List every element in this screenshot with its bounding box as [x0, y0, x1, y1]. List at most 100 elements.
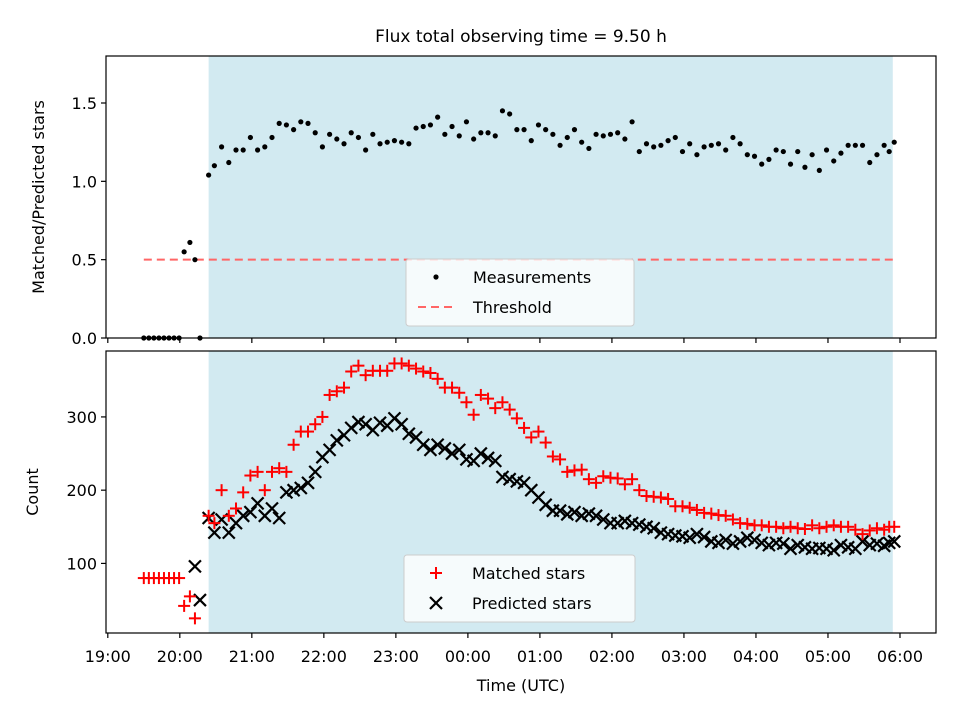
measurement-point: [823, 147, 830, 153]
measurement-point: [471, 136, 477, 142]
predicted-star-point: [308, 465, 322, 479]
x-tick-label: 20:00: [157, 647, 203, 666]
measurement-point: [334, 136, 340, 142]
matched-star-point: [784, 520, 797, 533]
measurement-point: [867, 159, 873, 166]
predicted-star-point: [646, 521, 661, 536]
measurement-point: [607, 131, 614, 137]
predicted-star-point: [596, 512, 611, 527]
matched-star-point: [402, 359, 415, 372]
measurement-points: [141, 108, 897, 341]
matched-star-point: [888, 520, 901, 533]
matched-star-point: [273, 462, 286, 475]
matched-star-point: [467, 408, 480, 421]
predicted-star-point: [474, 446, 488, 461]
matched-star-point: [719, 509, 732, 522]
measurement-point: [615, 130, 621, 136]
measurement-point: [845, 142, 851, 148]
predicted-star-point: [193, 593, 207, 607]
matched-star-point: [690, 503, 703, 516]
matched-star-point: [539, 436, 552, 449]
predicted-star-point: [188, 559, 202, 574]
predicted-star-point: [690, 527, 704, 541]
measurement-point: [708, 142, 714, 148]
matched-star-point: [183, 590, 196, 603]
legend-matched-label: Matched stars: [472, 564, 585, 583]
measurement-point: [751, 153, 758, 159]
matched-star-point: [215, 484, 228, 497]
matched-star-point: [410, 362, 423, 375]
measurement-point: [514, 127, 520, 133]
measurement-point: [622, 136, 628, 142]
measurement-point: [283, 122, 290, 128]
predicted-star-point: [236, 509, 250, 523]
matched-star-point: [726, 513, 739, 526]
measurement-point: [276, 120, 282, 126]
measurement-point: [874, 152, 880, 158]
matched-star-point: [705, 507, 718, 520]
measurement-point: [507, 111, 513, 117]
matched-star-point: [338, 381, 351, 394]
matched-star-point: [849, 523, 862, 536]
predicted-star-point: [294, 481, 308, 495]
x-tick-label: 01:00: [517, 647, 563, 666]
measurement-point: [600, 133, 606, 139]
matched-star-point: [244, 469, 257, 482]
measurement-point: [427, 122, 434, 128]
measurement-point: [456, 133, 462, 139]
measurement-point: [391, 138, 398, 144]
matched-star-point: [258, 484, 271, 497]
matched-star-point: [813, 522, 826, 535]
measurement-point: [305, 120, 311, 126]
x-tick-label: 19:00: [85, 647, 131, 666]
x-axis-label: Time (UTC): [476, 676, 565, 695]
x-tick-label: 21:00: [229, 647, 275, 666]
measurement-point: [658, 142, 664, 148]
measurement-point: [636, 148, 642, 155]
matched-star-point: [345, 365, 358, 378]
matched-star-point: [446, 381, 459, 394]
measurement-point: [247, 134, 253, 141]
count-axes-frame: [105, 350, 937, 634]
matched-star-point: [870, 522, 883, 535]
count-legend-box: [403, 554, 636, 623]
matched-star-point: [188, 612, 201, 625]
matched-star-point: [546, 450, 559, 463]
measurement-point: [399, 139, 405, 145]
predicted-star-point: [697, 530, 711, 544]
predicted-star-point: [481, 451, 495, 465]
matched-star-point: [518, 421, 531, 434]
matched-star-point: [532, 425, 545, 438]
measurement-point: [831, 158, 837, 164]
matched-star-point: [676, 500, 689, 513]
matched-star-point: [474, 388, 487, 401]
predicted-star-point: [430, 437, 445, 452]
measurement-point: [463, 119, 470, 125]
predicted-star-point: [887, 534, 902, 549]
matched-star-point: [417, 365, 430, 378]
measurement-point: [881, 142, 887, 148]
measurement-point: [327, 131, 333, 137]
predicted-star-point: [373, 416, 387, 430]
ratio-panel: 0.0 0.5 1.0 1.5 Matched/Predicted stars Mea…: [29, 55, 937, 348]
measurement-point: [679, 148, 686, 155]
matched-star-point: [229, 502, 242, 515]
measurement-point: [420, 123, 426, 130]
legend-threshold-label: Threshold: [472, 298, 552, 317]
measurement-point: [291, 127, 297, 133]
x-tick-label: 02:00: [589, 647, 635, 666]
measurement-point: [773, 147, 779, 153]
measurement-point: [838, 150, 844, 156]
measurement-point: [535, 122, 542, 128]
predicted-star-point: [416, 437, 431, 452]
measurement-point: [593, 131, 599, 137]
measurement-point: [759, 161, 765, 167]
matched-star-point: [611, 472, 624, 485]
matched-star-point: [575, 463, 588, 476]
count-y-tick-label: 300: [66, 408, 97, 427]
matched-star-point: [460, 396, 473, 409]
x-tick-label: 22:00: [301, 647, 347, 666]
measurement-point: [240, 147, 246, 153]
matched-star-point: [662, 492, 675, 505]
measurement-point: [341, 141, 347, 147]
